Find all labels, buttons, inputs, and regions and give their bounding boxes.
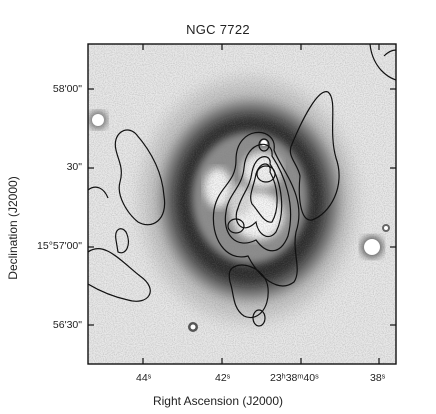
- radio-contours: [88, 44, 396, 327]
- contour-south-small: [252, 309, 266, 327]
- contour-outer: [212, 131, 300, 287]
- contour-west-lobe: [114, 129, 166, 226]
- contour-ne-corner-2: [383, 49, 396, 57]
- y-ticks: [88, 88, 396, 326]
- y-tick-label-15d57m00s: 15°57'00": [37, 240, 82, 252]
- y-tick-label-58m00s: 58'00": [52, 83, 82, 95]
- x-tick-label-44s: 44ˢ: [136, 372, 152, 384]
- contour-peak: [256, 165, 276, 183]
- contour-level-4: [250, 163, 278, 223]
- contour-south-lobe: [228, 264, 269, 319]
- x-tick-label-38s: 38ˢ: [370, 372, 386, 384]
- y-tick-label-30s: 30": [66, 161, 82, 173]
- x-tick-label-42s: 42ˢ: [215, 372, 231, 384]
- contour-peak-west: [227, 218, 245, 234]
- contour-level-2: [224, 143, 292, 252]
- galaxy-image: [88, 44, 396, 364]
- plot-frame: [87, 43, 397, 365]
- x-tick-label-40s: 23ʰ38ᵐ40ˢ: [270, 372, 319, 384]
- contour-southwest: [88, 247, 151, 302]
- contour-west-edge: [88, 186, 109, 199]
- contour-peak-north: [258, 138, 270, 152]
- contour-west-small: [115, 228, 130, 254]
- y-tick-label-56m30s: 56'30": [52, 319, 82, 331]
- contour-ne-corner: [369, 44, 396, 81]
- x-axis-label: Right Ascension (J2000): [152, 394, 284, 408]
- contour-ne-lobe: [289, 91, 340, 221]
- figure-title: NGC 7722: [186, 22, 250, 37]
- x-ticks: [142, 44, 380, 364]
- contour-level-3: [235, 156, 283, 237]
